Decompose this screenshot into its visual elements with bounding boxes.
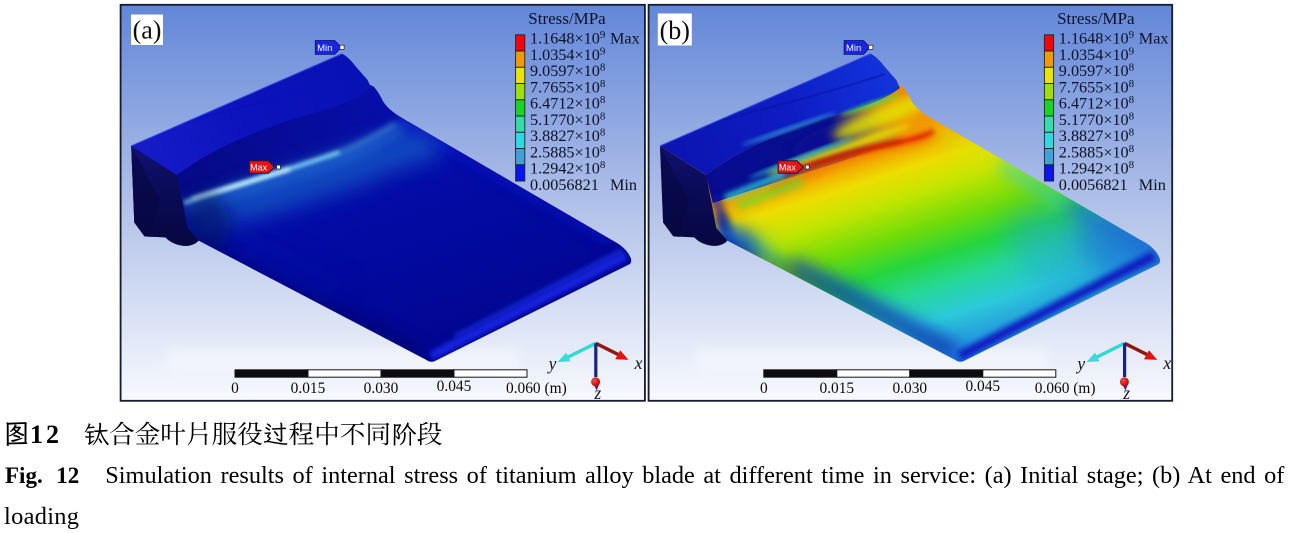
svg-text:9.0597×108: 9.0597×108 [1059,62,1135,81]
svg-text:12: 12 [56,463,79,488]
svg-text:Min: Min [1139,176,1166,194]
svg-text:5.1770×108: 5.1770×108 [1059,110,1135,129]
svg-text:Max: Max [779,162,797,172]
svg-text:z: z [593,383,601,403]
svg-text:Min: Min [610,176,637,194]
svg-text:12: 12 [30,420,62,449]
svg-text:6.4712×108: 6.4712×108 [1059,94,1135,113]
svg-text:loading: loading [4,503,79,530]
svg-text:0.060 (m): 0.060 (m) [506,380,567,397]
svg-text:Max: Max [250,162,268,172]
svg-text:Fig.: Fig. [5,463,43,488]
svg-text:y: y [547,354,557,374]
svg-text:Max: Max [610,30,640,48]
svg-text:0.015: 0.015 [291,380,326,397]
svg-text:0: 0 [760,380,768,397]
svg-text:Stress/MPa: Stress/MPa [1057,9,1135,28]
svg-text:0: 0 [231,380,239,397]
svg-text:1.2942×108: 1.2942×108 [530,159,606,178]
svg-text:Simulation results of internal: Simulation results of internal stress of… [105,462,1285,489]
svg-text:(b): (b) [660,16,690,45]
svg-text:1.0354×109: 1.0354×109 [530,45,606,64]
svg-text:0.045: 0.045 [437,378,472,395]
svg-text:1.2942×108: 1.2942×108 [1059,159,1135,178]
svg-text:3.8827×108: 3.8827×108 [530,127,606,146]
svg-text:0.045: 0.045 [965,378,1000,395]
svg-text:x: x [634,353,643,373]
svg-text:Min: Min [846,43,861,54]
svg-text:7.7655×108: 7.7655×108 [530,78,606,97]
svg-text:1.0354×109: 1.0354×109 [1059,45,1135,64]
svg-text:Max: Max [1139,30,1169,48]
svg-text:Stress/MPa: Stress/MPa [528,9,606,28]
svg-text:(a): (a) [133,16,162,45]
svg-text:7.7655×108: 7.7655×108 [1059,78,1135,97]
svg-text:5.1770×108: 5.1770×108 [530,110,606,129]
svg-text:3.8827×108: 3.8827×108 [1059,127,1135,146]
svg-text:0.015: 0.015 [819,380,854,397]
svg-text:1.1648×109: 1.1648×109 [530,29,606,48]
svg-text:0.030: 0.030 [364,380,399,397]
svg-text:2.5885×108: 2.5885×108 [530,143,606,162]
svg-text:z: z [1122,383,1130,403]
svg-text:0.0056821: 0.0056821 [530,176,599,194]
svg-text:9.0597×108: 9.0597×108 [530,62,606,81]
svg-text:2.5885×108: 2.5885×108 [1059,143,1135,162]
svg-text:0.060 (m): 0.060 (m) [1035,380,1096,397]
svg-text:6.4712×108: 6.4712×108 [530,94,606,113]
svg-text:x: x [1162,353,1171,373]
svg-text:Min: Min [317,43,332,54]
svg-text:0.0056821: 0.0056821 [1059,176,1128,194]
svg-text:y: y [1075,354,1085,374]
svg-text:1.1648×109: 1.1648×109 [1059,29,1135,48]
svg-text:0.030: 0.030 [892,380,927,397]
